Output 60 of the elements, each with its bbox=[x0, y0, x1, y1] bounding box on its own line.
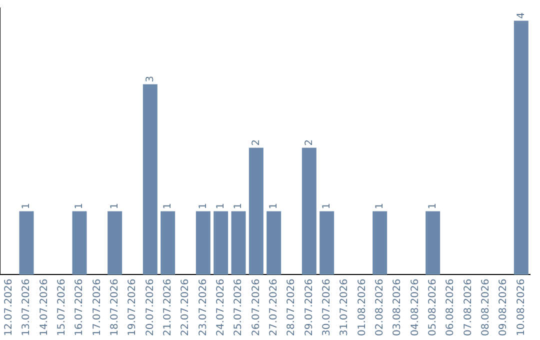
bar bbox=[214, 211, 228, 275]
data-label: 1 bbox=[198, 202, 209, 210]
x-tick-label: 24.07.2026 bbox=[215, 278, 226, 336]
data-label: 4 bbox=[516, 12, 527, 19]
bar bbox=[142, 84, 158, 275]
x-tick-label: 20.07.2026 bbox=[144, 278, 156, 336]
x-tick-label: 15.07.2026 bbox=[56, 278, 68, 336]
data-label: 1 bbox=[268, 202, 280, 210]
data-label: 2 bbox=[304, 139, 315, 146]
x-tick-label: 21.07.2026 bbox=[162, 278, 174, 336]
bar bbox=[231, 211, 246, 275]
bar bbox=[19, 211, 34, 275]
data-label: 1 bbox=[427, 202, 438, 210]
x-tick-label: 05.08.2026 bbox=[427, 278, 438, 336]
data-label: 1 bbox=[21, 202, 32, 210]
bar bbox=[320, 211, 334, 275]
x-tick-label: 13.07.2026 bbox=[21, 278, 32, 336]
data-label: 1 bbox=[109, 202, 120, 210]
x-tick-label: 19.07.2026 bbox=[127, 278, 138, 336]
data-label: 3 bbox=[144, 76, 156, 82]
bar bbox=[266, 211, 282, 275]
x-tick-label: 16.07.2026 bbox=[74, 278, 86, 336]
x-tick-label: 17.07.2026 bbox=[92, 278, 103, 336]
data-label: 1 bbox=[74, 202, 86, 210]
x-tick-label: 07.08.2026 bbox=[462, 278, 474, 336]
x-tick-label: 12.07.2026 bbox=[3, 278, 14, 336]
x-tick-label: 10.08.2026 bbox=[516, 278, 527, 336]
data-label: 1 bbox=[321, 202, 332, 210]
x-tick-label: 23.07.2026 bbox=[198, 278, 209, 336]
x-tick-label: 27.07.2026 bbox=[268, 278, 280, 336]
x-tick-label: 18.07.2026 bbox=[109, 278, 120, 336]
x-tick-label: 02.08.2026 bbox=[374, 278, 386, 336]
bar bbox=[160, 211, 176, 275]
x-tick-label: 09.08.2026 bbox=[498, 278, 510, 336]
x-tick-label: 28.07.2026 bbox=[286, 278, 298, 336]
bar bbox=[426, 211, 440, 275]
x-tick-label: 31.07.2026 bbox=[339, 278, 350, 336]
data-label: 1 bbox=[215, 202, 226, 210]
x-tick-label: 04.08.2026 bbox=[410, 278, 421, 336]
bar bbox=[108, 211, 122, 275]
x-tick-label: 14.07.2026 bbox=[38, 278, 50, 336]
data-label: 1 bbox=[374, 202, 386, 210]
x-tick-label: 26.07.2026 bbox=[250, 278, 262, 336]
x-tick-label: 06.08.2026 bbox=[445, 278, 456, 336]
x-tick-label: 29.07.2026 bbox=[304, 278, 315, 336]
bar bbox=[72, 211, 87, 275]
x-tick-label: 03.08.2026 bbox=[392, 278, 404, 336]
x-tick-label: 08.08.2026 bbox=[480, 278, 492, 336]
data-label: 1 bbox=[162, 202, 174, 210]
x-tick-label: 25.07.2026 bbox=[233, 278, 244, 336]
x-tick-label: 22.07.2026 bbox=[180, 278, 192, 336]
bar bbox=[514, 20, 528, 275]
bar bbox=[372, 211, 388, 275]
data-label: 1 bbox=[233, 202, 244, 210]
bar bbox=[302, 148, 316, 275]
data-label: 2 bbox=[250, 139, 262, 146]
bar bbox=[248, 148, 264, 275]
x-tick-label: 30.07.2026 bbox=[321, 278, 332, 336]
x-tick-label: 01.08.2026 bbox=[356, 278, 368, 336]
bar bbox=[196, 211, 210, 275]
